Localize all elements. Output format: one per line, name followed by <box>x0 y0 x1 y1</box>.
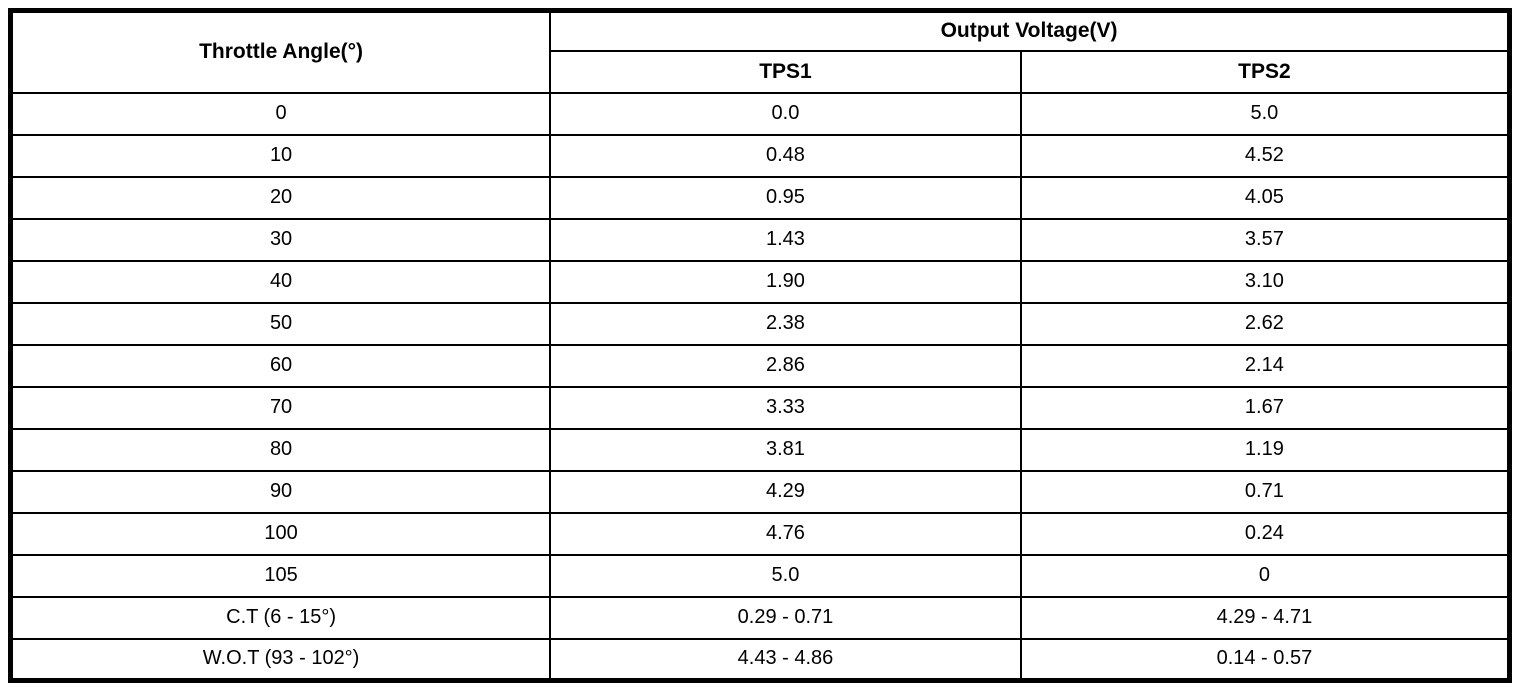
tps2-cell: 4.29 - 4.71 <box>1019 595 1511 640</box>
header-row-sensors: TPS1 TPS2 <box>11 49 1511 94</box>
table-row: 50 2.38 2.62 <box>9 301 1511 346</box>
table-row: W.O.T (93 - 102°) 4.43 - 4.86 0.14 - 0.57 <box>9 637 1511 682</box>
tps2-cell: 5.0 <box>1019 91 1511 136</box>
table-row: 20 0.95 4.05 <box>9 175 1511 220</box>
table-row: 40 1.90 3.10 <box>9 259 1511 304</box>
table-row: C.T (6 - 15°) 0.29 - 0.71 4.29 - 4.71 <box>9 595 1511 640</box>
tps1-cell: 3.33 <box>549 385 1022 430</box>
angle-cell: 40 <box>9 259 552 304</box>
tps2-cell: 4.05 <box>1019 175 1511 220</box>
angle-cell: C.T (6 - 15°) <box>9 595 552 640</box>
angle-cell: 10 <box>9 133 552 178</box>
tps2-column-header: TPS2 <box>1019 49 1511 94</box>
table-row: 10 0.48 4.52 <box>9 133 1511 178</box>
tps2-cell: 0.24 <box>1019 511 1511 556</box>
table-row: 0 0.0 5.0 <box>9 91 1511 136</box>
angle-cell: 100 <box>9 511 552 556</box>
tps1-cell: 2.86 <box>549 343 1022 388</box>
angle-cell: 90 <box>9 469 552 514</box>
tps1-cell: 2.38 <box>549 301 1022 346</box>
tps2-cell: 2.14 <box>1019 343 1511 388</box>
table-header: Throttle Angle(°) Output Voltage(V) TPS1… <box>9 9 1511 94</box>
tps1-cell: 0.0 <box>549 91 1022 136</box>
throttle-angle-header: Throttle Angle(°) <box>9 9 552 94</box>
tps1-cell: 0.48 <box>549 133 1022 178</box>
tps1-cell: 4.43 - 4.86 <box>549 637 1022 682</box>
angle-cell: 50 <box>9 301 552 346</box>
tps1-column-header: TPS1 <box>549 49 1022 94</box>
table-row: 100 4.76 0.24 <box>9 511 1511 556</box>
tps1-cell: 0.29 - 0.71 <box>549 595 1022 640</box>
tps2-cell: 3.57 <box>1019 217 1511 262</box>
tps2-cell: 0.71 <box>1019 469 1511 514</box>
angle-cell: 70 <box>9 385 552 430</box>
table-row: 30 1.43 3.57 <box>9 217 1511 262</box>
tps1-cell: 3.81 <box>549 427 1022 472</box>
table-row: 70 3.33 1.67 <box>9 385 1511 430</box>
output-voltage-group-header: Output Voltage(V) <box>549 9 1511 52</box>
angle-cell: 20 <box>9 175 552 220</box>
table-row: 105 5.0 0 <box>9 553 1511 598</box>
tps1-cell: 5.0 <box>549 553 1022 598</box>
tps1-cell: 1.90 <box>549 259 1022 304</box>
tps2-cell: 0 <box>1019 553 1511 598</box>
angle-cell: 80 <box>9 427 552 472</box>
tps-voltage-table: Throttle Angle(°) Output Voltage(V) TPS1… <box>8 8 1512 683</box>
header-row-group: Throttle Angle(°) Output Voltage(V) <box>9 9 1511 94</box>
tps2-cell: 0.14 - 0.57 <box>1019 637 1511 682</box>
table-row: 60 2.86 2.14 <box>9 343 1511 388</box>
tps2-cell: 3.10 <box>1019 259 1511 304</box>
tps2-cell: 4.52 <box>1019 133 1511 178</box>
angle-cell: 0 <box>9 91 552 136</box>
angle-cell: 30 <box>9 217 552 262</box>
tps2-cell: 1.67 <box>1019 385 1511 430</box>
table-row: 90 4.29 0.71 <box>9 469 1511 514</box>
angle-cell: 105 <box>9 553 552 598</box>
tps1-cell: 0.95 <box>549 175 1022 220</box>
angle-cell: 60 <box>9 343 552 388</box>
angle-cell: W.O.T (93 - 102°) <box>9 637 552 682</box>
tps1-cell: 4.76 <box>549 511 1022 556</box>
tps2-cell: 2.62 <box>1019 301 1511 346</box>
table-body: 0 0.0 5.0 10 0.48 4.52 20 0.95 4.05 30 1.43 3.57 40 1… <box>9 91 1511 682</box>
tps1-cell: 1.43 <box>549 217 1022 262</box>
tps2-cell: 1.19 <box>1019 427 1511 472</box>
tps1-cell: 4.29 <box>549 469 1022 514</box>
table-row: 80 3.81 1.19 <box>9 427 1511 472</box>
